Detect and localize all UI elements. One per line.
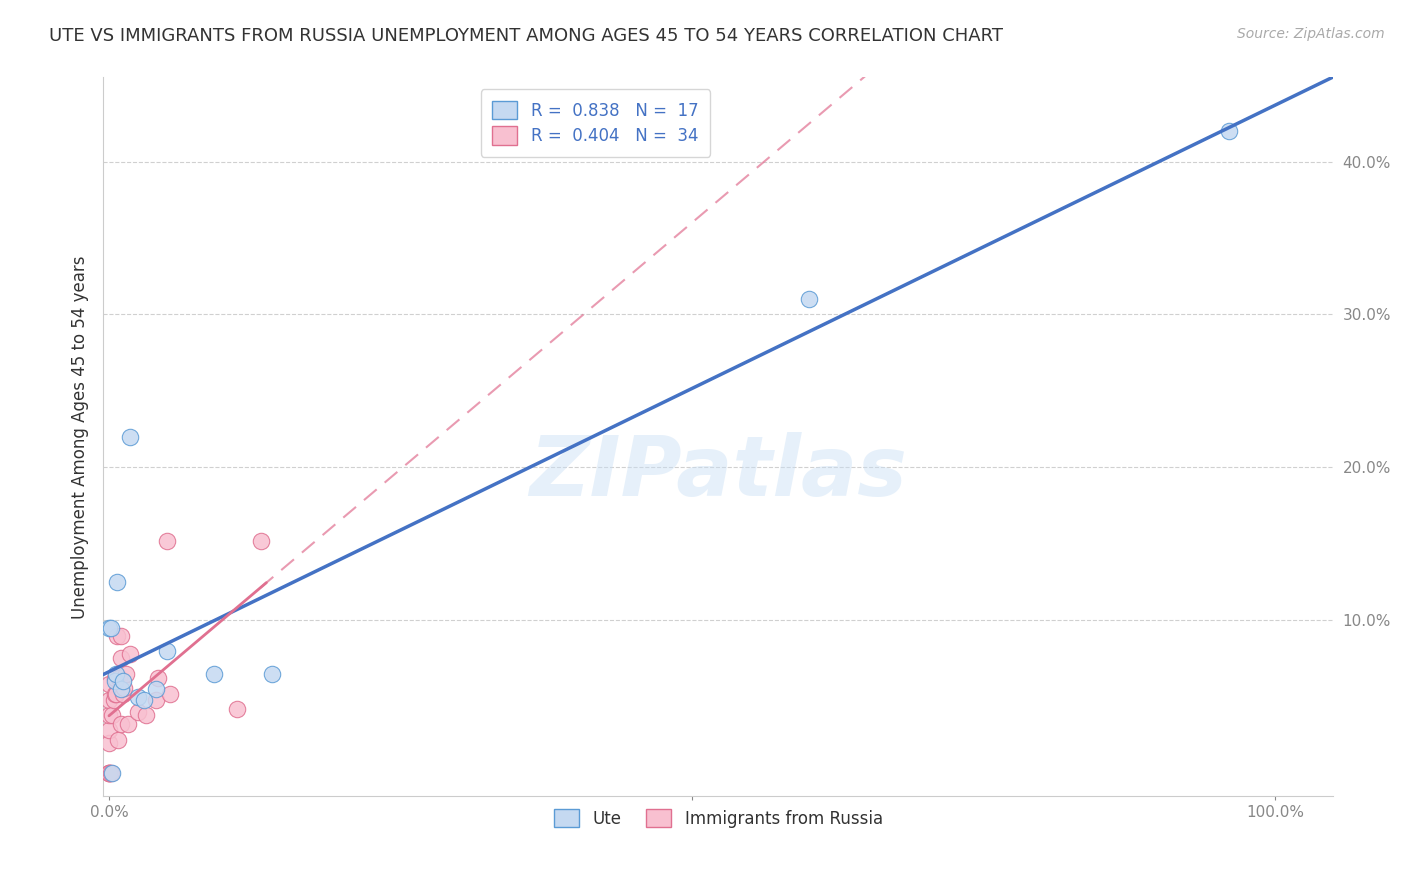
- Point: [115, 666, 138, 681]
- Point: [103, 692, 125, 706]
- Text: ZIPatlas: ZIPatlas: [530, 433, 907, 513]
- Point: [107, 732, 129, 747]
- Point: [108, 671, 131, 685]
- Point: [97, 692, 120, 706]
- Point: [110, 628, 132, 642]
- Point: [111, 674, 134, 689]
- Point: [127, 705, 149, 719]
- Text: UTE VS IMMIGRANTS FROM RUSSIA UNEMPLOYMENT AMONG AGES 45 TO 54 YEARS CORRELATION: UTE VS IMMIGRANTS FROM RUSSIA UNEMPLOYME…: [49, 27, 1004, 45]
- Point: [145, 681, 167, 696]
- Point: [110, 651, 132, 665]
- Point: [111, 687, 134, 701]
- Point: [117, 717, 139, 731]
- Point: [1218, 124, 1240, 138]
- Text: Source: ZipAtlas.com: Source: ZipAtlas.com: [1237, 27, 1385, 41]
- Point: [104, 674, 127, 689]
- Point: [135, 708, 157, 723]
- Y-axis label: Unemployment Among Ages 45 to 54 years: Unemployment Among Ages 45 to 54 years: [72, 255, 89, 618]
- Point: [100, 621, 122, 635]
- Point: [226, 702, 249, 716]
- Point: [104, 687, 127, 701]
- Point: [112, 681, 135, 695]
- Point: [100, 766, 122, 780]
- Point: [101, 766, 124, 780]
- Point: [104, 687, 127, 701]
- Point: [118, 647, 141, 661]
- Point: [249, 533, 271, 548]
- Point: [159, 687, 181, 701]
- Point: [132, 692, 155, 706]
- Point: [145, 692, 167, 706]
- Point: [156, 644, 179, 658]
- Point: [97, 766, 120, 780]
- Point: [97, 723, 120, 738]
- Point: [118, 430, 141, 444]
- Point: [110, 681, 132, 696]
- Point: [110, 717, 132, 731]
- Point: [97, 735, 120, 749]
- Legend: Ute, Immigrants from Russia: Ute, Immigrants from Russia: [547, 803, 890, 835]
- Point: [97, 766, 120, 780]
- Point: [105, 628, 128, 642]
- Point: [105, 574, 128, 589]
- Point: [146, 671, 169, 685]
- Point: [97, 766, 120, 780]
- Point: [97, 766, 120, 780]
- Point: [101, 708, 124, 723]
- Point: [104, 666, 127, 681]
- Point: [156, 533, 179, 548]
- Point: [127, 690, 149, 704]
- Point: [97, 677, 120, 691]
- Point: [104, 671, 127, 685]
- Point: [797, 292, 820, 306]
- Point: [202, 666, 225, 681]
- Point: [97, 708, 120, 723]
- Point: [262, 666, 284, 681]
- Point: [97, 621, 120, 635]
